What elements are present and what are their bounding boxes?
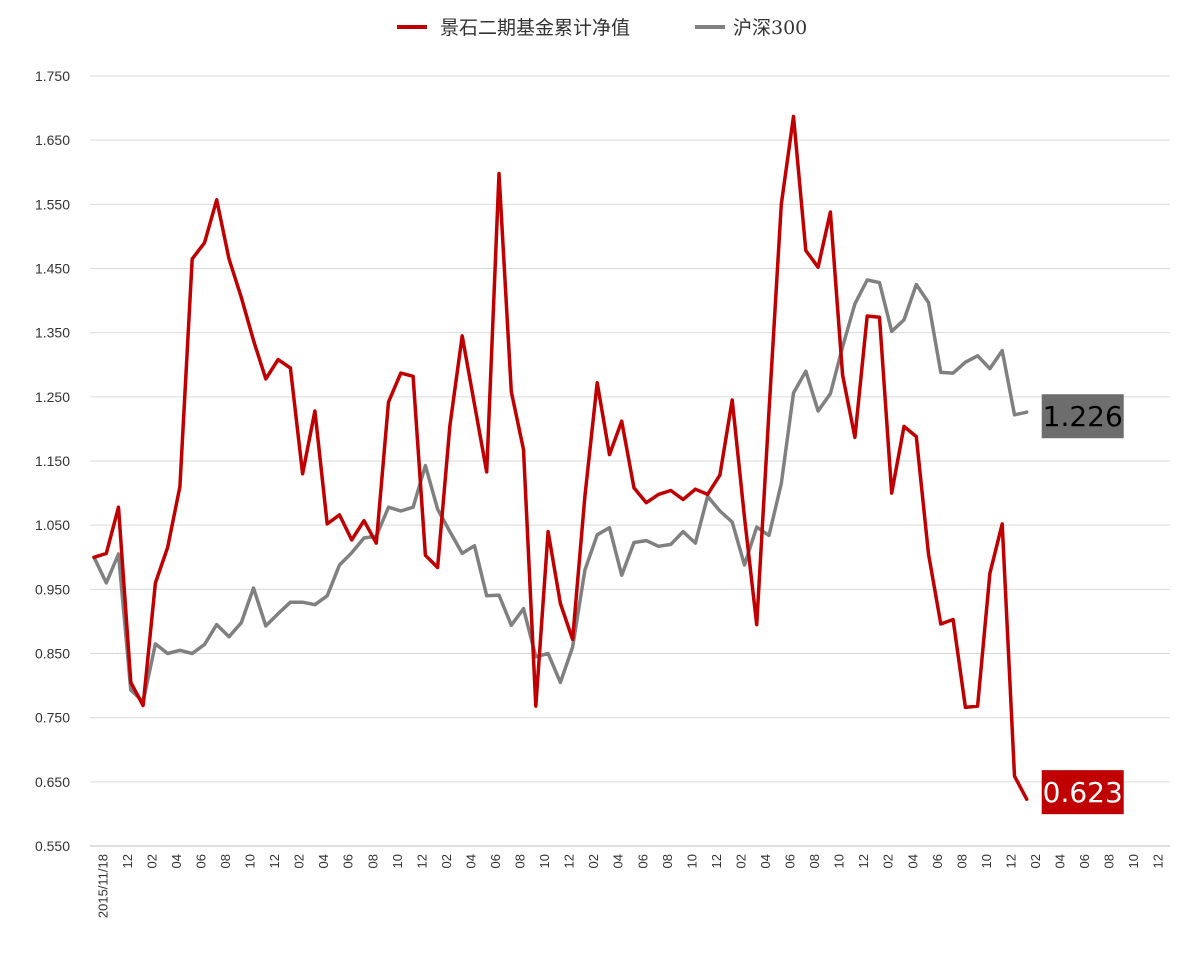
x-tick-label: 10 bbox=[390, 854, 405, 868]
x-tick-label: 06 bbox=[783, 854, 798, 868]
x-tick-label: 12 bbox=[562, 854, 577, 868]
x-tick-label: 04 bbox=[316, 854, 331, 868]
x-tick-label: 06 bbox=[1077, 854, 1092, 868]
x-tick-label: 04 bbox=[463, 854, 478, 868]
y-tick-label: 1.750 bbox=[35, 68, 70, 84]
y-tick-label: 1.350 bbox=[35, 325, 70, 341]
x-tick-label: 08 bbox=[218, 854, 233, 868]
y-tick-label: 1.450 bbox=[35, 261, 70, 277]
x-tick-label: 02 bbox=[439, 854, 454, 868]
end-label-value: 0.623 bbox=[1043, 776, 1123, 809]
x-tick-label: 02 bbox=[881, 854, 896, 868]
legend: 景石二期基金累计净值 沪深300 bbox=[397, 17, 807, 39]
x-tick-label: 06 bbox=[488, 854, 503, 868]
x-tick-label: 04 bbox=[169, 854, 184, 868]
end-label-series-1: 0.623 bbox=[1041, 770, 1124, 815]
x-tick-label: 10 bbox=[684, 854, 699, 868]
x-tick-label: 10 bbox=[832, 854, 847, 868]
y-tick-label: 1.650 bbox=[35, 132, 70, 148]
x-tick-label: 12 bbox=[709, 854, 724, 868]
x-tick-label: 12 bbox=[120, 854, 135, 868]
x-tick-label: 02 bbox=[144, 854, 159, 868]
end-value-callouts: 0.623 1.226 bbox=[1041, 394, 1124, 815]
x-tick-label: 02 bbox=[586, 854, 601, 868]
end-label-series-2: 1.226 bbox=[1041, 394, 1124, 439]
x-tick-label: 06 bbox=[635, 854, 650, 868]
series-line-2 bbox=[92, 278, 1029, 704]
legend-label-series-1: 景石二期基金累计净值 bbox=[440, 17, 630, 39]
x-tick-label: 02 bbox=[292, 854, 307, 868]
x-tick-label: 08 bbox=[1102, 854, 1117, 868]
x-tick-label: 02 bbox=[733, 854, 748, 868]
end-label-box bbox=[1041, 770, 1124, 815]
y-tick-label: 0.950 bbox=[35, 581, 70, 597]
x-tick-label: 08 bbox=[660, 854, 675, 868]
legend-label-series-2: 沪深300 bbox=[733, 17, 807, 39]
x-tick-label: 08 bbox=[513, 854, 528, 868]
x-tick-label: 2015/11/18 bbox=[95, 854, 110, 918]
x-axis-tick-labels: 2015/11/18 12 02 04 06 08 10 12 02 04 06 08 10 12 02 04… bbox=[95, 854, 1165, 918]
x-tick-label: 12 bbox=[856, 854, 871, 868]
x-tick-label: 06 bbox=[341, 854, 356, 868]
x-tick-label: 08 bbox=[365, 854, 380, 868]
x-tick-label: 06 bbox=[930, 854, 945, 868]
y-tick-label: 0.550 bbox=[35, 838, 70, 854]
x-tick-label: 04 bbox=[758, 854, 773, 868]
series-line-1 bbox=[92, 114, 1029, 801]
y-tick-label: 1.550 bbox=[35, 196, 70, 212]
x-tick-label: 02 bbox=[1028, 854, 1043, 868]
y-tick-label: 0.750 bbox=[35, 710, 70, 726]
y-axis-tick-labels: 0.550 0.650 0.750 0.850 0.950 1.050 1.150 1.250… bbox=[35, 68, 70, 854]
x-tick-label: 10 bbox=[537, 854, 552, 868]
x-tick-label: 08 bbox=[954, 854, 969, 868]
x-tick-label: 12 bbox=[414, 854, 429, 868]
y-tick-label: 1.050 bbox=[35, 517, 70, 533]
y-tick-label: 1.150 bbox=[35, 453, 70, 469]
end-label-box bbox=[1041, 394, 1124, 439]
y-tick-label: 0.650 bbox=[35, 774, 70, 790]
x-tick-label: 10 bbox=[243, 854, 258, 868]
x-tick-label: 12 bbox=[1003, 854, 1018, 868]
x-tick-label: 10 bbox=[1126, 854, 1141, 868]
y-tick-label: 1.250 bbox=[35, 389, 70, 405]
x-tick-label: 12 bbox=[1151, 854, 1166, 868]
x-tick-label: 10 bbox=[979, 854, 994, 868]
y-tick-label: 0.850 bbox=[35, 646, 70, 662]
x-tick-label: 08 bbox=[807, 854, 822, 868]
x-tick-label: 06 bbox=[193, 854, 208, 868]
end-label-value: 1.226 bbox=[1043, 400, 1123, 433]
x-tick-label: 04 bbox=[611, 854, 626, 868]
x-tick-label: 04 bbox=[1053, 854, 1068, 868]
gridlines bbox=[90, 75, 1170, 847]
series-lines bbox=[92, 114, 1029, 801]
x-tick-label: 04 bbox=[905, 854, 920, 868]
x-tick-label: 12 bbox=[267, 854, 282, 868]
